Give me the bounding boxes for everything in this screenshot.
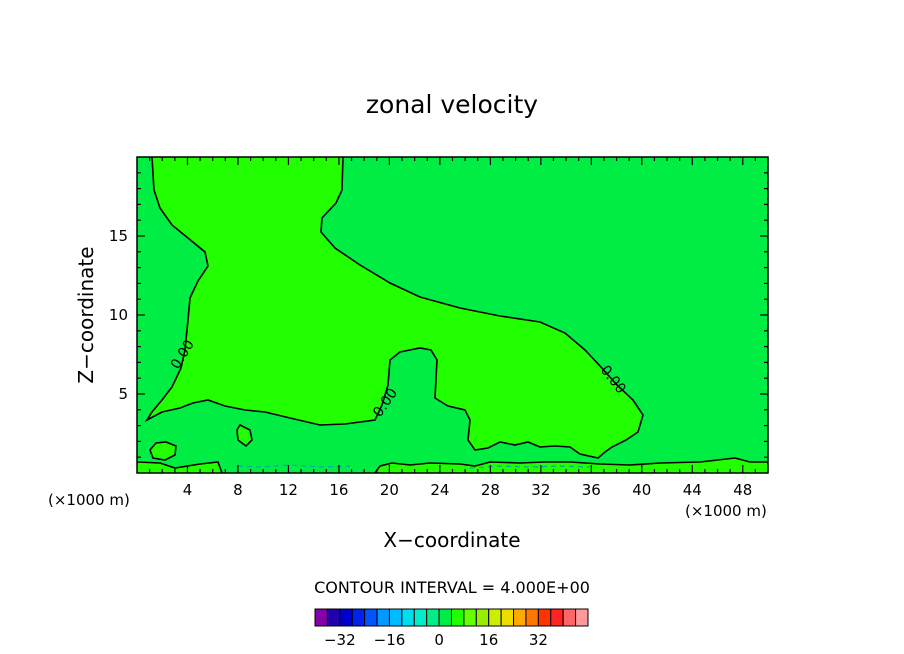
y-tick-label: 15 xyxy=(109,227,128,245)
contour-patch-c xyxy=(236,423,253,448)
colorbar-swatch xyxy=(376,608,390,627)
colorbar-swatch xyxy=(339,608,353,627)
x-tick-label: 32 xyxy=(531,481,550,499)
colorbar-swatch xyxy=(438,608,453,627)
x-tick-label: 28 xyxy=(481,481,500,499)
x-axis-title: X−coordinate xyxy=(383,528,520,552)
colorbar-swatch xyxy=(475,608,490,627)
plot-area xyxy=(137,157,768,473)
colorbar-swatch xyxy=(500,608,515,627)
x-tick-label: 4 xyxy=(183,481,193,499)
positive-patch-d xyxy=(375,458,768,473)
colorbar-swatch xyxy=(364,608,378,627)
contour-patch-d xyxy=(374,457,768,473)
colorbar-tick-label: 16 xyxy=(479,631,498,649)
colorbar-swatch xyxy=(314,608,328,627)
colorbar-swatch xyxy=(401,608,415,627)
y-axis-title: Z−coordinate xyxy=(74,246,98,383)
x-tick-label: 20 xyxy=(380,481,399,499)
colorbar-swatch xyxy=(326,608,341,627)
x-tick-label: 44 xyxy=(683,481,702,499)
colorbar-swatch xyxy=(351,608,366,627)
chart-title: zonal velocity xyxy=(366,90,538,119)
positive-patch-c xyxy=(237,425,252,446)
colorbar-swatch xyxy=(525,608,539,627)
y-axis: 5 10 15 xyxy=(109,172,768,458)
colorbar-tick-label: −32 xyxy=(324,631,356,649)
colorbar-swatch xyxy=(426,608,440,627)
colorbar-swatch xyxy=(488,608,502,627)
x-tick-label: 16 xyxy=(329,481,348,499)
colorbar-swatch xyxy=(537,608,552,627)
colorbar-swatch xyxy=(413,608,428,627)
x-tick-label: 48 xyxy=(733,481,752,499)
colorbar: −32 −16 0 16 32 xyxy=(314,608,589,649)
colorbar-tick-label: −16 xyxy=(374,631,406,649)
x-tick-label: 24 xyxy=(430,481,449,499)
positive-region-main xyxy=(147,157,643,458)
colorbar-swatch xyxy=(451,608,465,627)
x-axis: 4 8 12 16 20 24 28 32 36 40 44 48 xyxy=(149,157,756,499)
colorbar-tick-label: 32 xyxy=(529,631,548,649)
colorbar-swatch xyxy=(562,608,577,627)
colorbar-swatch xyxy=(513,608,527,627)
colorbar-swatch xyxy=(550,608,564,627)
y-tick-label: 5 xyxy=(118,385,128,403)
contour-patch-a xyxy=(149,441,177,461)
x-unit-label-left: (×1000 m) xyxy=(48,491,130,509)
colorbar-tick-label: 0 xyxy=(434,631,444,649)
colorbar-swatch xyxy=(388,608,403,627)
x-tick-label: 8 xyxy=(233,481,243,499)
y-tick-label: 10 xyxy=(109,306,128,324)
x-tick-label: 12 xyxy=(279,481,298,499)
x-tick-label: 40 xyxy=(632,481,651,499)
x-unit-label-right: (×1000 m) xyxy=(685,502,767,520)
positive-patch-a xyxy=(150,442,176,460)
x-tick-label: 36 xyxy=(582,481,601,499)
contour-interval-text: CONTOUR INTERVAL = 4.000E+00 xyxy=(314,578,590,597)
contour-zero-main xyxy=(144,157,644,459)
colorbar-swatch xyxy=(575,608,589,627)
colorbar-swatch xyxy=(463,608,477,627)
